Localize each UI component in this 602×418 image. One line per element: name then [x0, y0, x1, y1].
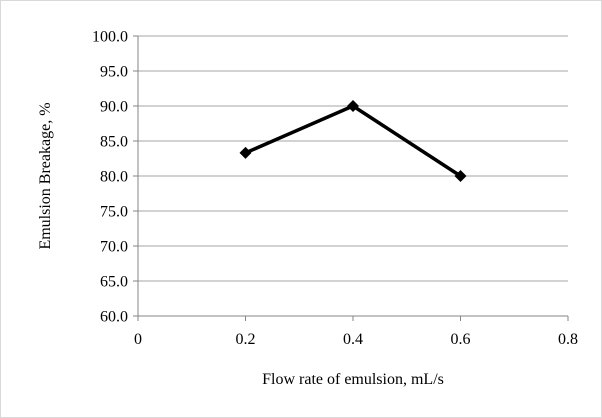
y-tick-label: 65.0: [100, 274, 128, 291]
y-tick-label: 60.0: [100, 309, 128, 326]
y-tick-label: 100.0: [92, 29, 128, 46]
data-point-marker: [239, 146, 252, 159]
x-tick-label: 0.4: [343, 331, 363, 348]
x-tick-label: 0.6: [451, 331, 471, 348]
x-tick-labels: 0 0.2 0.4 0.6 0.8: [134, 331, 578, 348]
x-tick-label: 0: [134, 331, 142, 348]
data-point-marker: [347, 100, 359, 112]
gridlines: [138, 35, 568, 282]
axes: [133, 35, 569, 321]
y-tick-label: 90.0: [100, 99, 128, 116]
y-tick-label: 80.0: [100, 169, 128, 186]
data-point-marker: [454, 170, 467, 182]
y-tick-labels: 60.0 65.0 70.0 75.0 80.0 85.0 90.0 95.0 100.0: [92, 29, 128, 326]
y-tick-label: 85.0: [100, 134, 128, 151]
y-tick-label: 70.0: [100, 239, 128, 256]
x-axis-title: Flow rate of emulsion, mL/s: [262, 371, 444, 388]
y-tick-label: 75.0: [100, 204, 128, 221]
y-tick-label: 95.0: [100, 64, 128, 81]
series: [239, 100, 467, 182]
y-axis-title: Emulsion Breakage, %: [37, 102, 54, 249]
x-tick-label: 0.2: [236, 331, 256, 348]
x-tick-label: 0.8: [558, 331, 578, 348]
